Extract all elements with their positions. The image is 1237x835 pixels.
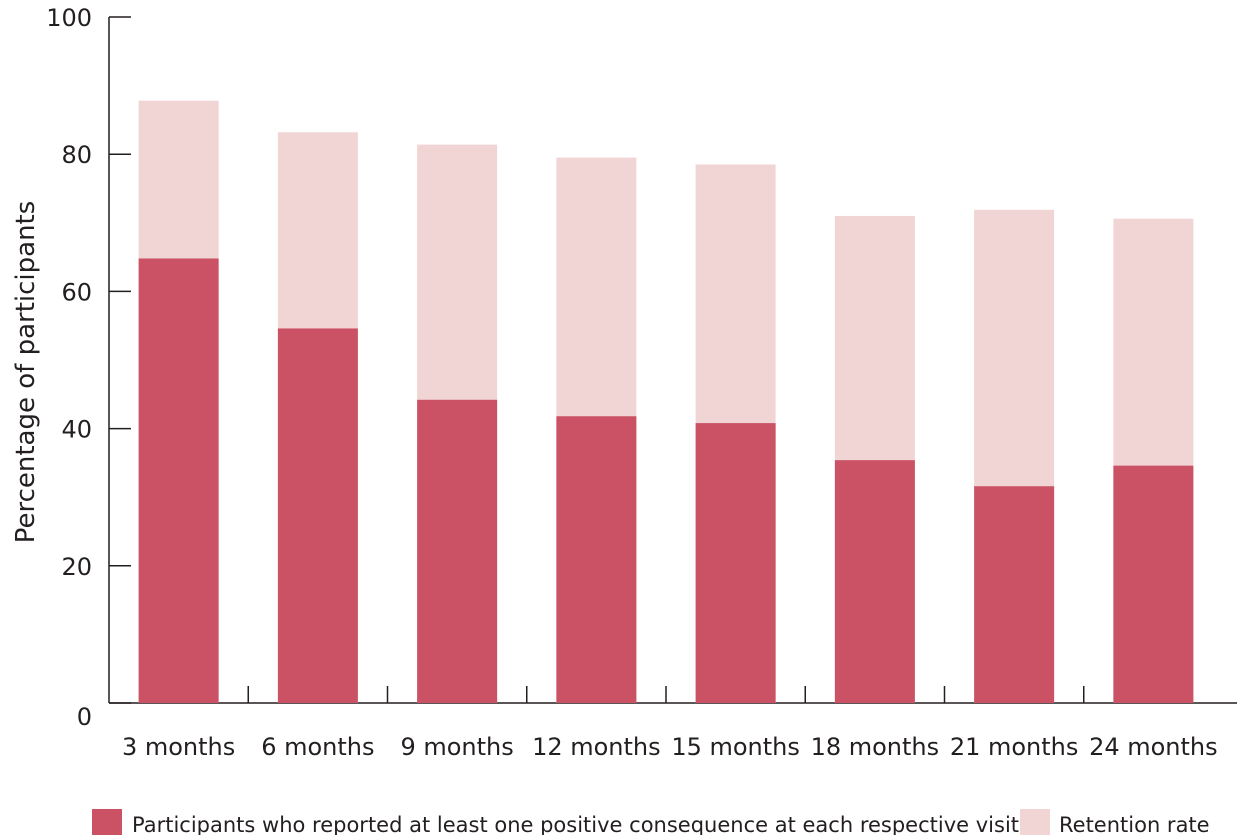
y-tick-label: 100 — [46, 4, 92, 32]
legend-swatch-positive-consequence — [92, 809, 122, 835]
x-tick-label: 6 months — [261, 733, 374, 761]
legend-swatch-retention-rate — [1020, 809, 1050, 835]
y-axis: 0 20 40 60 80 100 — [46, 4, 131, 731]
bar-positive-15-months — [695, 423, 776, 703]
y-tick-label: 80 — [61, 141, 92, 169]
bar-positive-21-months — [974, 486, 1055, 703]
y-tick-label: 60 — [61, 278, 92, 306]
bar-positive-24-months — [1113, 465, 1194, 703]
y-axis-title: Percentage of participants — [11, 201, 41, 544]
x-tick-label: 24 months — [1089, 733, 1218, 761]
x-tick-label: 21 months — [950, 733, 1079, 761]
y-tick-label: 0 — [77, 703, 92, 731]
bar-positive-12-months — [556, 416, 637, 703]
bar-positive-9-months — [417, 399, 498, 703]
x-tick-label: 15 months — [671, 733, 800, 761]
bar-positive-3-months — [138, 258, 219, 703]
x-tick-label: 3 months — [122, 733, 235, 761]
x-tick-label: 12 months — [532, 733, 661, 761]
legend-label-retention-rate: Retention rate — [1059, 813, 1210, 835]
x-tick-label: 18 months — [811, 733, 940, 761]
x-axis: 3 months 6 months 9 months 12 months 15 mont… — [122, 686, 1218, 761]
positive-consequence-bars — [138, 258, 1194, 703]
legend-label-positive-consequence: Participants who reported at least one p… — [132, 813, 1019, 835]
bar-positive-6-months — [277, 328, 358, 703]
bar-positive-18-months — [834, 460, 915, 703]
y-tick-label: 40 — [61, 416, 92, 444]
y-tick-label: 20 — [61, 553, 92, 581]
x-tick-label: 9 months — [400, 733, 513, 761]
legend: Participants who reported at least one p… — [92, 809, 1210, 835]
